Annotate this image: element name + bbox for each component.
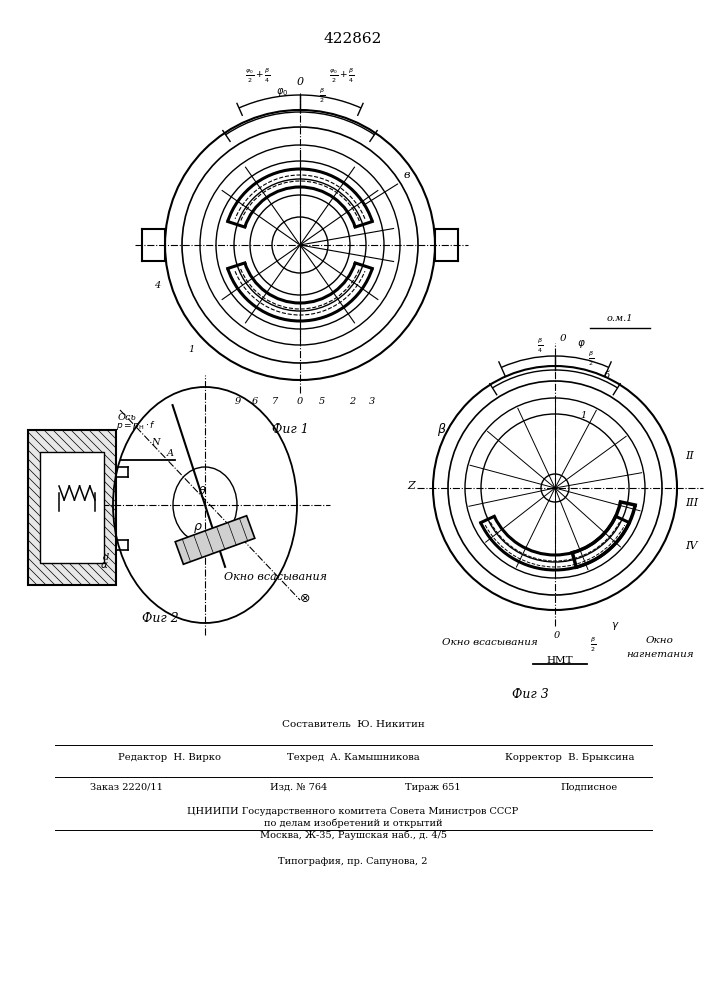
Text: о.м.1: о.м.1 xyxy=(607,314,633,323)
Text: A: A xyxy=(167,449,173,458)
Text: Окно: Окно xyxy=(646,636,674,645)
Bar xyxy=(28,430,116,585)
Text: 422862: 422862 xyxy=(324,32,382,46)
Text: $\beta$: $\beta$ xyxy=(438,422,447,438)
Text: d: d xyxy=(103,553,110,562)
Text: Тираж 651: Тираж 651 xyxy=(405,783,461,792)
Text: 7: 7 xyxy=(272,397,278,406)
Text: ЦНИИПИ Государственного комитета Совета Министров СССР: ЦНИИПИ Государственного комитета Совета … xyxy=(187,807,519,816)
Text: 1: 1 xyxy=(189,346,195,355)
Text: нагнетания: нагнетания xyxy=(626,650,694,659)
Text: Корректор  В. Брыксина: Корректор В. Брыксина xyxy=(506,753,635,762)
Text: Москва, Ж-35, Раушская наб., д. 4/5: Москва, Ж-35, Раушская наб., д. 4/5 xyxy=(259,831,447,840)
Text: 6: 6 xyxy=(252,397,258,406)
Text: $\alpha$: $\alpha$ xyxy=(100,560,109,570)
Text: 0: 0 xyxy=(554,631,560,640)
Text: IV: IV xyxy=(685,541,697,551)
Text: в: в xyxy=(404,170,410,180)
Text: $\frac{\varphi_0}{2}+\frac{\beta}{4}$: $\frac{\varphi_0}{2}+\frac{\beta}{4}$ xyxy=(245,67,271,85)
Bar xyxy=(40,452,104,563)
Text: $\varphi$: $\varphi$ xyxy=(577,338,585,350)
Text: Подписное: Подписное xyxy=(560,783,617,792)
Text: 2: 2 xyxy=(349,397,355,406)
Text: 4: 4 xyxy=(153,280,160,290)
Text: 0: 0 xyxy=(296,77,303,87)
Text: $\gamma$: $\gamma$ xyxy=(611,620,619,632)
Text: $\theta$: $\theta$ xyxy=(198,484,206,496)
Text: Фиг 1: Фиг 1 xyxy=(271,423,308,436)
Text: 5: 5 xyxy=(319,397,325,406)
Text: $\frac{\beta}{4}$: $\frac{\beta}{4}$ xyxy=(537,337,543,355)
Text: Окно всасывания: Окно всасывания xyxy=(442,638,538,647)
Text: 0: 0 xyxy=(560,334,566,343)
Text: Z: Z xyxy=(407,481,415,491)
Text: Составитель  Ю. Никитин: Составитель Ю. Никитин xyxy=(281,720,424,729)
Text: III: III xyxy=(685,498,698,508)
Text: б: б xyxy=(604,371,610,380)
Text: Фиг 3: Фиг 3 xyxy=(512,688,549,701)
Text: Окно всасывания: Окно всасывания xyxy=(223,572,327,582)
Text: 1: 1 xyxy=(580,411,586,420)
Text: Изд. № 764: Изд. № 764 xyxy=(270,783,327,792)
Text: II: II xyxy=(685,451,694,461)
Text: N: N xyxy=(151,438,159,447)
Text: $p = p_{\rm H} \cdot f$: $p = p_{\rm H} \cdot f$ xyxy=(116,419,156,432)
Text: $\rho$: $\rho$ xyxy=(193,521,203,535)
Text: 3: 3 xyxy=(369,397,375,406)
Text: $\frac{\varphi_0}{2}+\frac{\beta}{4}$: $\frac{\varphi_0}{2}+\frac{\beta}{4}$ xyxy=(329,67,355,85)
Text: $\frac{\beta}{2}$: $\frac{\beta}{2}$ xyxy=(588,350,594,368)
Text: Техред  А. Камышникова: Техред А. Камышникова xyxy=(286,753,419,762)
Text: Заказ 2220/11: Заказ 2220/11 xyxy=(90,783,163,792)
Polygon shape xyxy=(175,516,255,564)
Text: Редактор  Н. Вирко: Редактор Н. Вирко xyxy=(118,753,221,762)
Text: $\varphi_0$: $\varphi_0$ xyxy=(276,86,288,98)
Text: Фиг 2: Фиг 2 xyxy=(141,612,178,625)
Text: НМТ: НМТ xyxy=(547,656,573,665)
Text: $\otimes$: $\otimes$ xyxy=(299,591,310,604)
Text: 9: 9 xyxy=(235,397,241,406)
Text: $\frac{\beta}{2}$: $\frac{\beta}{2}$ xyxy=(590,636,596,654)
Text: Типография, пр. Сапунова, 2: Типография, пр. Сапунова, 2 xyxy=(279,857,428,866)
Text: 0: 0 xyxy=(297,397,303,406)
Text: по делам изобретений и открытий: по делам изобретений и открытий xyxy=(264,819,443,828)
Text: $\frac{\beta}{2}$: $\frac{\beta}{2}$ xyxy=(319,87,325,105)
Text: Ось: Ось xyxy=(118,413,136,422)
